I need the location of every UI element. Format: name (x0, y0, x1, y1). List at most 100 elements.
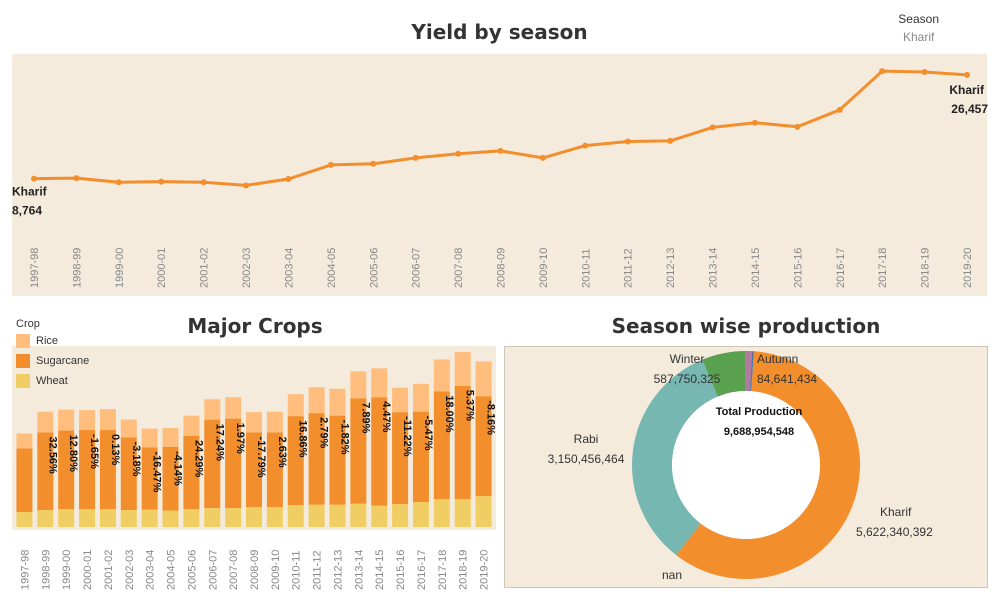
bar-rice (433, 359, 450, 392)
bar-rice (79, 410, 96, 431)
season-filter[interactable]: Season Kharif (898, 12, 939, 44)
line-point (115, 179, 122, 186)
legend-item-sugarcane[interactable]: Sugarcane (16, 354, 89, 368)
legend-swatch-wheat (16, 374, 30, 388)
bar-sugarcane (350, 398, 367, 504)
slice-value-rabi: 3,150,456,464 (548, 452, 625, 466)
bar-data-label: 17.24% (213, 424, 225, 462)
donut-slice-autumn (745, 351, 753, 392)
line-point (921, 69, 928, 76)
season-filter-value[interactable]: Kharif (902, 30, 935, 44)
x-tick-label: 2004-05 (166, 550, 178, 590)
bar-data-label: 2.63% (276, 437, 288, 468)
x-tick-label: 2019-20 (962, 248, 974, 288)
line-point (751, 119, 758, 126)
bar-data-label: 32.56% (46, 437, 58, 475)
bar-sugarcane (246, 432, 262, 508)
x-tick-label: 2008-09 (249, 550, 261, 590)
bar-data-label: -8.16% (485, 400, 497, 435)
x-tick-label: 2002-03 (241, 248, 253, 288)
bar-rice (287, 394, 304, 417)
legend-title: Crop (16, 318, 40, 330)
legend-label-sugarcane: Sugarcane (36, 355, 90, 367)
bar-rice (58, 409, 75, 431)
line-point (836, 106, 843, 113)
x-tick-label: 2000-01 (156, 248, 168, 288)
bar-sugarcane (266, 432, 283, 508)
x-tick-label: 2016-17 (835, 248, 847, 288)
legend-item-rice[interactable]: Rice (16, 334, 89, 348)
x-tick-label: 2012-13 (665, 248, 677, 288)
x-tick-label: 2005-06 (186, 550, 198, 590)
line-point (794, 123, 801, 130)
bar-wheat (58, 509, 75, 527)
crop-legend: Crop Rice Sugarcane Wheat (16, 318, 89, 394)
x-tick-label: 2015-16 (792, 248, 804, 288)
x-tick-label: 2005-06 (368, 248, 380, 288)
annotation-series-end: Kharif (949, 83, 985, 97)
annotation-series-start: Kharif (12, 185, 48, 199)
donut-center-label: Total Production (716, 406, 803, 418)
x-tick-label: 2011-12 (623, 248, 635, 288)
x-tick-label: 2012-13 (332, 550, 344, 590)
bar-rice (371, 368, 388, 398)
slice-label-winter: Winter (670, 352, 705, 366)
bar-data-label: 5.37% (464, 390, 476, 421)
line-chart-title: Yield by season (411, 20, 588, 44)
bar-wheat (266, 507, 283, 527)
bar-data-label: -4.14% (172, 451, 184, 486)
x-tick-label: 1999-00 (114, 248, 126, 288)
bar-sugarcane (371, 397, 388, 506)
bar-data-label: -11.22% (401, 416, 413, 457)
bar-sugarcane (475, 396, 492, 497)
x-tick-label: 2006-07 (207, 550, 219, 590)
x-tick-label: 2017-18 (437, 550, 449, 590)
donut-slice-winter (702, 351, 746, 397)
x-tick-label: 2003-04 (283, 248, 295, 288)
x-tick-label: 1999-00 (61, 550, 73, 590)
bar-rice (454, 351, 471, 386)
line-point (31, 175, 37, 182)
bar-sugarcane (37, 432, 54, 511)
bar-rice (120, 419, 137, 438)
bar-sugarcane (225, 418, 242, 509)
x-tick-label: 2013-14 (708, 248, 720, 288)
bar-data-label: 12.80% (67, 435, 79, 473)
line-point (624, 138, 631, 145)
bar-sugarcane (120, 437, 137, 511)
bar-wheat (246, 507, 262, 527)
bar-rice (141, 428, 158, 448)
bar-rice (225, 397, 242, 419)
bar-sugarcane (454, 385, 471, 500)
legend-item-wheat[interactable]: Wheat (16, 374, 89, 388)
bar-sugarcane (183, 436, 200, 510)
x-tick-label: 2017-18 (877, 248, 889, 288)
x-tick-label: 2007-08 (228, 550, 240, 590)
line-point (497, 147, 504, 154)
bar-wheat (37, 510, 54, 527)
bar-data-label: -3.18% (130, 442, 142, 477)
line-point (285, 176, 292, 182)
bar-rice (392, 387, 409, 413)
x-tick-label: 2014-15 (750, 248, 762, 288)
line-chart: 1997-98 1998-99 1999-00 2000-01 2001-02 2002-… (12, 68, 988, 288)
line-chart-panel (12, 54, 987, 296)
bar-data-label: 24.29% (192, 440, 204, 478)
slice-value-kharif: 5,622,340,392 (856, 525, 933, 539)
donut-center-value: 9,688,954,548 (724, 426, 794, 438)
line-point (582, 142, 589, 149)
x-tick-label: 2001-02 (199, 248, 211, 288)
line-point (73, 175, 80, 182)
line-point (200, 179, 207, 186)
bar-wheat (392, 504, 409, 527)
x-tick-label: 1997-98 (19, 550, 31, 590)
donut-slice (749, 351, 754, 392)
bar-data-label: 1.97% (234, 423, 246, 454)
bar-wheat (475, 496, 492, 527)
bar-data-label: -5.47% (422, 416, 434, 451)
bar-data-label: 16.86% (297, 420, 309, 458)
bar-wheat (287, 505, 304, 527)
bar-sugarcane (99, 430, 116, 510)
x-tick-label: 2006-07 (411, 248, 423, 288)
bar-sugarcane (412, 411, 429, 503)
